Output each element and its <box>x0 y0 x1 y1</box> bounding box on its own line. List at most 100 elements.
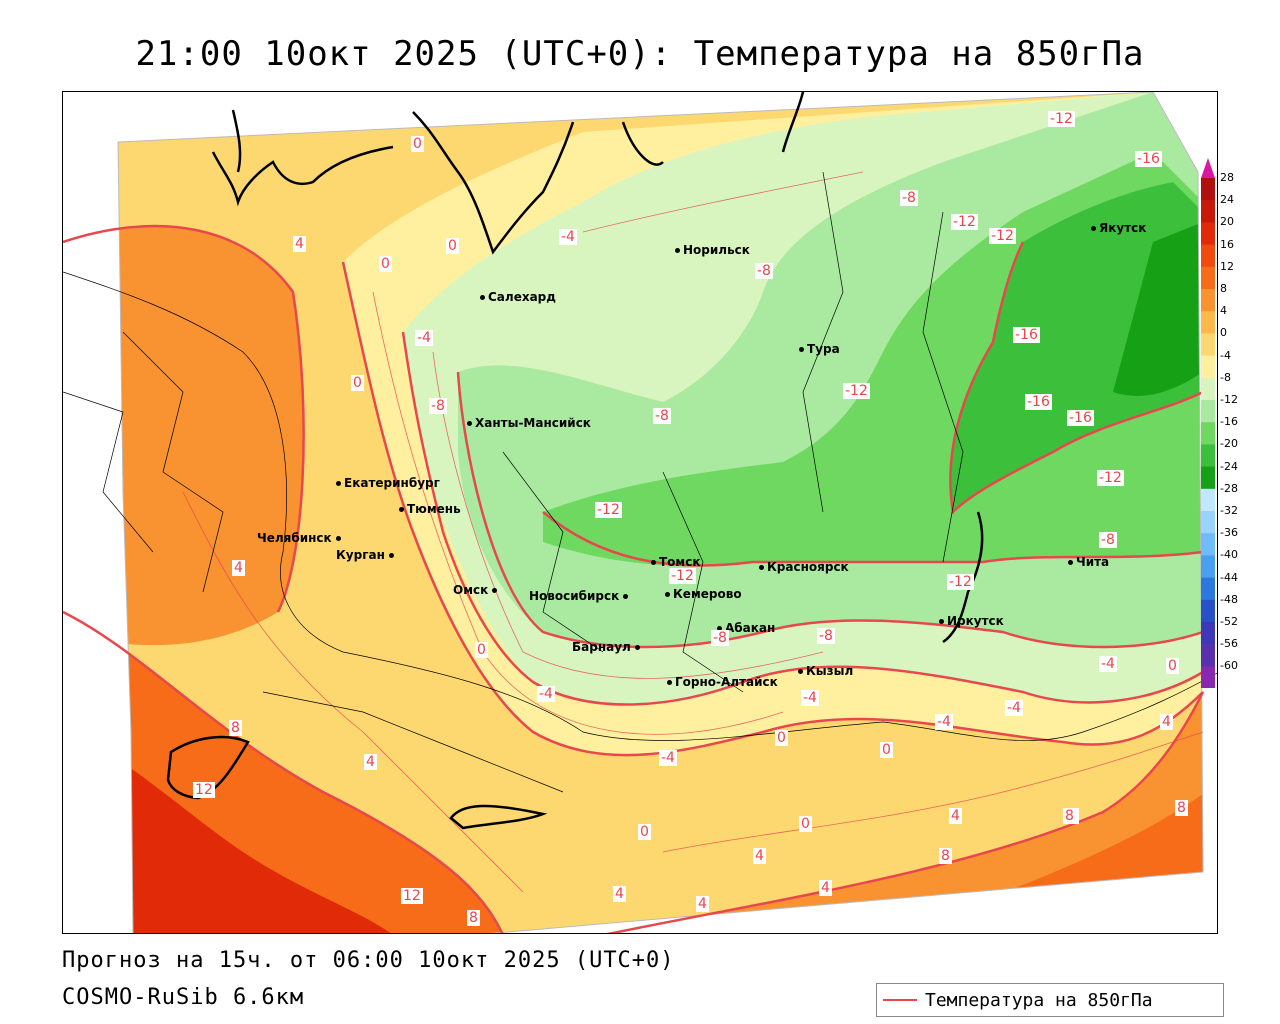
contour-label: 4 <box>819 880 832 896</box>
city-dot <box>492 588 498 593</box>
scale-tick-label: -44 <box>1220 570 1238 584</box>
scale-tick-label: -28 <box>1220 481 1238 495</box>
contour-label: -4 <box>1005 700 1023 716</box>
contour-label: 4 <box>753 848 766 864</box>
city-dot <box>651 560 656 565</box>
color-scale-bar <box>1201 158 1215 688</box>
model-name: COSMO-RuSib 6.6км <box>62 985 305 1010</box>
domain-edge <box>117 92 1204 933</box>
contour-label: -8 <box>711 630 729 646</box>
city-label: Салехард <box>480 290 556 304</box>
city-label: Якутск <box>1091 221 1146 235</box>
contour-label: 0 <box>411 136 424 152</box>
city-dot <box>939 619 944 624</box>
contour-label: -8 <box>1099 532 1117 548</box>
city-label: Томск <box>651 555 701 569</box>
scale-swatch <box>1201 444 1215 468</box>
contour-label: 4 <box>613 886 626 902</box>
scale-swatch <box>1201 200 1215 223</box>
contour-label: 0 <box>880 742 893 758</box>
contour-label: 4 <box>1160 714 1173 730</box>
scale-swatch <box>1201 644 1215 667</box>
contour-label: 8 <box>1063 808 1076 824</box>
city-label: Норильск <box>675 243 750 257</box>
city-label: Красноярск <box>759 560 849 574</box>
contour-label: 12 <box>401 888 423 904</box>
scale-tick-label: -16 <box>1220 415 1238 429</box>
map-title: 21:00 10окт 2025 (UTC+0): Температура на… <box>135 34 1145 74</box>
contour-label: -4 <box>537 686 555 702</box>
contour-label: 4 <box>232 560 245 576</box>
scale-tick-label: -32 <box>1220 504 1238 517</box>
city-dot <box>467 421 472 426</box>
scale-tick-label: 4 <box>1220 304 1227 318</box>
contour-label: -12 <box>947 574 974 590</box>
scale-swatch <box>1201 666 1215 688</box>
city-dot <box>1091 226 1096 231</box>
city-label: Новосибирск <box>529 589 631 603</box>
contour-label: -16 <box>1013 327 1040 343</box>
scale-swatch <box>1201 266 1215 290</box>
city-dot <box>799 347 804 352</box>
borders <box>63 171 1217 793</box>
contour-label: -12 <box>669 568 696 584</box>
city-dot <box>635 645 641 650</box>
scale-swatch <box>1201 311 1215 334</box>
city-label: Кемерово <box>665 587 742 601</box>
contour-label: 4 <box>949 808 962 824</box>
scale-tick-label: -4 <box>1220 348 1231 362</box>
city-dot <box>399 507 404 512</box>
scale-swatch <box>1201 400 1215 423</box>
forecast-info: Прогноз на 15ч. от 06:00 10окт 2025 (UTC… <box>62 948 675 973</box>
contour-label: 0 <box>475 642 488 658</box>
scale-tick-label: 28 <box>1220 171 1234 184</box>
scale-tick-label: 20 <box>1220 215 1234 229</box>
scale-swatch <box>1201 289 1215 312</box>
scale-tick-label: 16 <box>1220 237 1234 251</box>
scale-swatch <box>1201 622 1215 645</box>
scale-swatch <box>1201 377 1215 401</box>
scale-swatch <box>1201 466 1215 490</box>
scale-tick-label: 12 <box>1220 259 1234 273</box>
city-label: Тюмень <box>399 502 461 516</box>
city-label: Абакан <box>717 621 775 635</box>
scale-swatch <box>1201 555 1215 579</box>
city-dot <box>759 565 764 570</box>
contour-label: -4 <box>559 229 577 245</box>
city-label: Тура <box>799 342 840 356</box>
cool-band-core <box>1113 222 1203 396</box>
warm-band-12-southwest <box>118 732 393 933</box>
contour-label: 0 <box>775 730 788 746</box>
scale-tick-label: -24 <box>1220 459 1238 473</box>
contour-label: -8 <box>817 628 835 644</box>
scale-swatch <box>1201 244 1215 268</box>
scale-tick-label: -48 <box>1220 592 1238 606</box>
city-label: Барнаул <box>572 640 643 654</box>
scale-tick-label: -40 <box>1220 548 1238 562</box>
legend-line-swatch <box>883 999 917 1001</box>
city-dot <box>665 592 670 597</box>
scale-swatch <box>1201 333 1215 357</box>
city-dot <box>667 680 672 685</box>
city-dot <box>336 481 341 486</box>
contour-label: -12 <box>595 502 622 518</box>
contour-label: 8 <box>229 720 242 736</box>
contour-label: -4 <box>801 690 819 706</box>
scale-tick-label: -20 <box>1220 437 1238 451</box>
contour-label: -12 <box>1097 470 1124 486</box>
contour-label: -12 <box>843 383 870 399</box>
city-dot <box>480 295 485 300</box>
scale-tick-label: -60 <box>1220 659 1238 673</box>
city-label: Кызыл <box>798 664 853 678</box>
contour-label: -4 <box>1099 656 1117 672</box>
scale-tick-label: -36 <box>1220 526 1238 540</box>
legend-label: Температура на 850гПа <box>925 989 1153 1011</box>
legend-box: Температура на 850гПа <box>876 983 1224 1017</box>
scale-tick-label: 24 <box>1220 193 1234 207</box>
city-dot <box>389 553 395 558</box>
contour-label: -8 <box>653 408 671 424</box>
city-dot <box>623 594 629 599</box>
scale-swatch <box>1201 599 1215 623</box>
city-label: Екатеринбург <box>336 476 440 490</box>
contour-label: -4 <box>415 330 433 346</box>
